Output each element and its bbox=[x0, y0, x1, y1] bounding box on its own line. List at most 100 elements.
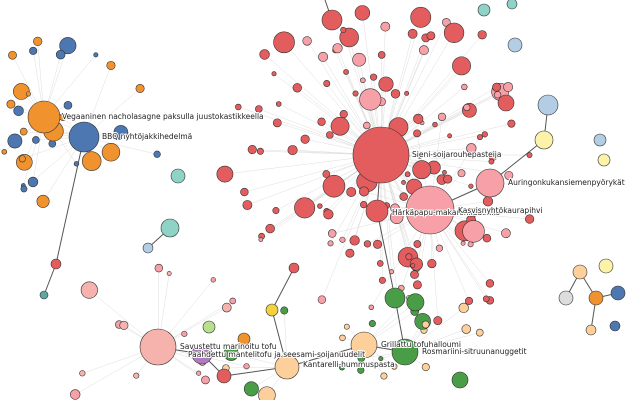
node bbox=[280, 306, 289, 315]
node bbox=[413, 113, 424, 124]
node bbox=[332, 43, 343, 54]
node bbox=[388, 269, 395, 275]
node bbox=[216, 368, 232, 384]
node bbox=[443, 174, 453, 184]
node-label: Vegaaninen nacholasagne paksulla juustok… bbox=[62, 112, 264, 121]
node bbox=[504, 170, 514, 180]
node bbox=[240, 187, 249, 197]
node bbox=[477, 134, 483, 141]
node bbox=[406, 293, 425, 312]
node bbox=[259, 49, 270, 60]
node bbox=[378, 76, 394, 92]
node bbox=[50, 258, 62, 270]
node bbox=[593, 133, 607, 147]
node bbox=[524, 214, 535, 224]
node bbox=[477, 3, 491, 17]
node bbox=[317, 117, 326, 126]
node bbox=[7, 133, 23, 149]
node bbox=[81, 151, 102, 171]
node bbox=[160, 218, 180, 238]
edge bbox=[286, 344, 365, 368]
node bbox=[13, 83, 30, 100]
node bbox=[380, 21, 391, 32]
node-label: Kasvisnyhtökaurapihvi bbox=[458, 206, 543, 215]
node bbox=[462, 220, 485, 243]
node bbox=[274, 354, 300, 380]
node bbox=[401, 180, 406, 185]
node bbox=[258, 386, 276, 400]
node bbox=[119, 320, 129, 330]
node bbox=[352, 90, 359, 97]
node bbox=[265, 303, 279, 317]
node bbox=[497, 94, 515, 112]
node bbox=[243, 363, 250, 370]
node bbox=[55, 49, 66, 60]
node bbox=[20, 185, 28, 193]
node bbox=[142, 242, 154, 254]
node bbox=[265, 223, 275, 234]
node bbox=[372, 239, 383, 249]
node bbox=[1, 149, 8, 155]
node bbox=[73, 161, 80, 167]
node bbox=[378, 276, 386, 284]
node bbox=[359, 186, 369, 197]
node bbox=[350, 331, 378, 359]
node bbox=[534, 130, 554, 150]
node-label: Paahdettu mantelitofu ja seesami-soijanu… bbox=[188, 350, 365, 359]
node bbox=[275, 101, 282, 107]
node bbox=[384, 287, 406, 309]
node bbox=[597, 153, 611, 167]
node bbox=[302, 36, 312, 46]
node bbox=[340, 26, 347, 34]
node-label: Kantarelli-hummuspasta bbox=[303, 360, 395, 369]
node bbox=[410, 263, 416, 269]
node bbox=[360, 201, 368, 209]
node bbox=[399, 192, 408, 201]
node bbox=[27, 176, 39, 188]
node bbox=[363, 240, 372, 248]
node bbox=[464, 296, 474, 305]
node bbox=[154, 263, 164, 273]
node bbox=[317, 295, 327, 304]
node bbox=[223, 345, 239, 361]
node bbox=[229, 297, 237, 305]
node bbox=[488, 158, 495, 165]
node bbox=[166, 271, 172, 276]
edges bbox=[4, 0, 619, 396]
node bbox=[8, 50, 17, 60]
node bbox=[468, 208, 478, 218]
node bbox=[196, 370, 202, 376]
node-label: Härkäpapu-makaronilaatikko bbox=[392, 208, 500, 217]
node bbox=[588, 290, 604, 306]
node bbox=[256, 147, 264, 155]
node bbox=[221, 302, 232, 313]
node bbox=[460, 240, 466, 246]
node bbox=[327, 240, 334, 247]
node bbox=[451, 371, 469, 389]
node bbox=[292, 83, 302, 93]
node bbox=[380, 372, 388, 380]
node bbox=[426, 31, 436, 41]
node-label: BBQ nyhtöjakkihedelmä bbox=[102, 132, 192, 141]
nodes bbox=[1, 0, 626, 400]
node bbox=[39, 290, 49, 300]
node bbox=[300, 134, 310, 144]
node bbox=[421, 320, 430, 329]
node bbox=[327, 229, 337, 238]
node bbox=[19, 127, 28, 136]
node bbox=[458, 302, 469, 314]
node bbox=[339, 110, 348, 119]
node bbox=[360, 77, 366, 84]
node bbox=[18, 155, 26, 163]
node bbox=[322, 174, 346, 198]
node bbox=[70, 389, 81, 400]
node bbox=[235, 103, 242, 111]
node bbox=[447, 133, 452, 139]
node bbox=[507, 119, 516, 128]
node bbox=[378, 356, 384, 362]
node bbox=[363, 121, 371, 130]
node bbox=[25, 91, 31, 97]
node bbox=[29, 46, 38, 55]
